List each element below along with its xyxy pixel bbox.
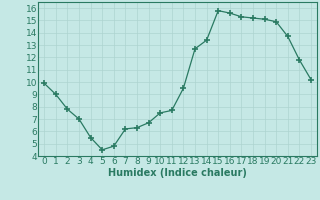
- X-axis label: Humidex (Indice chaleur): Humidex (Indice chaleur): [108, 168, 247, 178]
